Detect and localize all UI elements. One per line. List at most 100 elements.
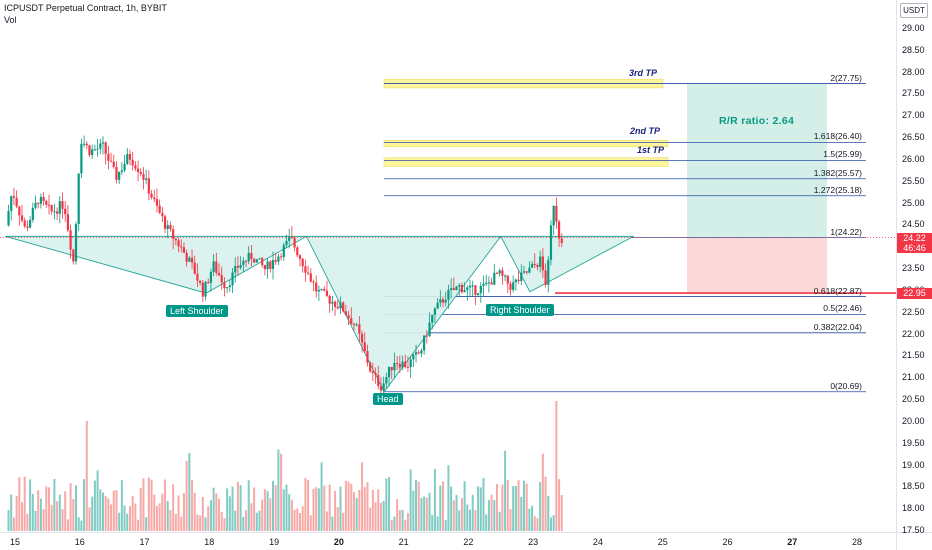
candle-body xyxy=(342,302,345,312)
candle-body xyxy=(306,272,310,274)
volume-bar xyxy=(539,481,542,531)
candle-body xyxy=(382,383,385,391)
chart-title: ICPUSDT Perpetual Contract, 1h, BYBIT xyxy=(4,3,167,13)
candle-body xyxy=(234,265,237,273)
candle-body xyxy=(155,199,159,206)
candle-body xyxy=(253,259,256,263)
price-tick-label: 25.00 xyxy=(902,197,925,208)
candle-body xyxy=(255,259,258,263)
volume-bar xyxy=(220,511,223,531)
volume-bar xyxy=(245,510,248,531)
candle-body xyxy=(147,178,150,194)
volume-bar xyxy=(118,512,121,531)
price-tick-label: 19.00 xyxy=(902,459,925,470)
volume-bar xyxy=(69,483,72,531)
volume-bar xyxy=(533,516,536,531)
candle-body xyxy=(80,143,83,174)
time-tick-label: 25 xyxy=(657,537,668,547)
volume-bar xyxy=(150,479,153,531)
price-tick-label: 22.00 xyxy=(902,328,925,339)
volume-bar xyxy=(263,489,266,531)
volume-bar xyxy=(290,499,293,531)
volume-bar xyxy=(193,492,196,531)
candle-body xyxy=(279,256,283,258)
candle-body xyxy=(406,367,410,369)
candle-body xyxy=(333,301,337,307)
candle-body xyxy=(441,299,445,303)
volume-bar xyxy=(180,516,183,531)
candle-body xyxy=(450,288,453,290)
candle-body xyxy=(277,256,280,262)
volume-bar xyxy=(482,477,485,531)
volume-bar xyxy=(48,487,51,531)
volume-bar xyxy=(463,481,466,531)
volume-bar xyxy=(558,479,561,531)
price-tick-label: 18.00 xyxy=(902,503,925,514)
price-tick-label: 17.50 xyxy=(902,524,925,535)
candle-body xyxy=(169,225,172,230)
volume-bar xyxy=(226,488,229,531)
price-tick-label: 21.00 xyxy=(902,372,925,383)
volume-bar xyxy=(7,510,10,531)
volume-bar xyxy=(517,480,520,531)
candle-body xyxy=(7,210,10,226)
candle-body xyxy=(15,197,18,207)
candle-body xyxy=(69,230,72,250)
volume-bar xyxy=(442,481,445,531)
candle-body xyxy=(118,171,121,180)
candle-body xyxy=(347,315,350,318)
volume-bar xyxy=(74,485,77,531)
candle-body xyxy=(23,220,26,227)
candle-body xyxy=(536,264,539,267)
candle-body xyxy=(50,205,53,212)
volume-bar xyxy=(261,499,264,531)
volume-bar xyxy=(15,495,18,531)
volume-bar xyxy=(37,490,40,531)
candle-body xyxy=(358,324,361,334)
candle-body xyxy=(58,201,61,214)
fib-level-label: 1.382(25.57) xyxy=(813,167,862,178)
candlesticks xyxy=(7,135,563,401)
volume-bar xyxy=(23,476,26,531)
candle-body xyxy=(139,172,142,175)
candle-body xyxy=(503,275,507,277)
volume-bar xyxy=(107,498,110,531)
volume-bar xyxy=(420,497,423,531)
volume-bar xyxy=(174,513,177,531)
volume-bar xyxy=(522,480,525,531)
volume-bar xyxy=(415,479,418,531)
candle-body xyxy=(298,255,302,259)
volume-bar xyxy=(137,519,140,531)
time-tick-label: 17 xyxy=(139,537,150,547)
price-tick-label: 25.50 xyxy=(902,175,925,186)
candle-body xyxy=(128,154,132,160)
take-profit-zone xyxy=(383,140,669,148)
volume-bar xyxy=(296,508,299,531)
volume-bar xyxy=(280,453,283,531)
price-tick-label: 28.50 xyxy=(902,44,925,55)
volume-bar xyxy=(10,494,13,531)
volume-bar xyxy=(172,484,175,531)
volume-bar xyxy=(555,401,558,531)
candle-body xyxy=(517,279,520,282)
volume-indicator-label[interactable]: Vol xyxy=(4,15,17,25)
candle-body xyxy=(266,261,269,270)
candle-body xyxy=(423,335,426,351)
volume-bar xyxy=(560,495,563,531)
candle-body xyxy=(350,317,353,324)
volume-bar xyxy=(42,509,45,531)
countdown-tag: 46:46 xyxy=(897,243,932,253)
price-tick-label: 22.50 xyxy=(902,306,925,317)
volume-bar xyxy=(56,501,59,531)
fib-level-label: 0.618(22.87) xyxy=(813,285,862,296)
candle-body xyxy=(77,173,80,225)
price-tick-label: 27.50 xyxy=(902,88,925,99)
price-tick-label: 29.00 xyxy=(902,23,925,33)
volume-bar xyxy=(466,504,469,531)
volume-bar xyxy=(31,493,34,531)
candle-body xyxy=(47,204,51,206)
price-tick-label: 21.50 xyxy=(902,350,925,361)
volume-bar xyxy=(382,500,385,531)
currency-badge[interactable]: USDT xyxy=(900,3,928,18)
